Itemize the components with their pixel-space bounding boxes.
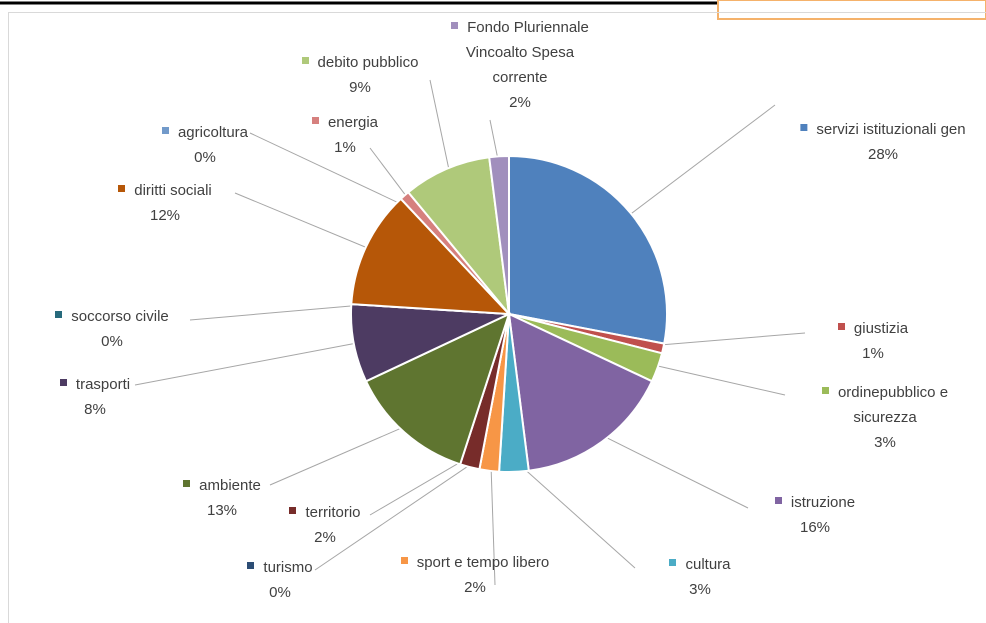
leader-line xyxy=(429,79,452,181)
data-label: cultura 3% xyxy=(640,552,760,602)
category-label: trasporti xyxy=(75,376,131,393)
legend-key xyxy=(837,323,845,330)
data-label: soccorso civile 0% xyxy=(42,304,182,354)
value-label: 2% xyxy=(509,94,531,111)
leader-line xyxy=(249,132,410,209)
pie-slice xyxy=(350,197,512,316)
leader-line xyxy=(620,104,776,222)
value-label: 8% xyxy=(84,401,106,418)
value-label: 0% xyxy=(269,584,291,601)
pie-slice xyxy=(488,154,510,315)
data-label: ordinepubblico e sicurezza 3% xyxy=(800,380,970,455)
category-label: giustizia xyxy=(853,320,909,337)
legend-key xyxy=(774,497,782,504)
category-label: debito pubblico xyxy=(317,54,419,71)
legend-key xyxy=(311,117,319,124)
leader-line xyxy=(134,340,367,386)
leader-line xyxy=(645,362,786,396)
leader-line xyxy=(269,422,414,486)
leader-line xyxy=(369,454,474,516)
category-label: energia xyxy=(327,114,379,131)
value-label: 13% xyxy=(206,502,238,519)
cell-box xyxy=(717,0,986,20)
value-label: 2% xyxy=(314,529,336,546)
category-label: diritti sociali xyxy=(134,182,212,199)
data-label: sport e tempo libero 2% xyxy=(375,550,575,600)
legend-key xyxy=(800,124,808,131)
pie-slice xyxy=(507,312,654,472)
legend-key xyxy=(183,480,191,487)
pie-slice xyxy=(508,154,668,345)
data-label: territorio 2% xyxy=(265,500,385,550)
legend-key xyxy=(301,57,309,64)
value-label: 9% xyxy=(349,79,371,96)
category-label: soccorso civile xyxy=(71,308,169,325)
legend-key xyxy=(118,185,126,192)
legend-key xyxy=(451,22,459,29)
data-label: servizi istituzionali gen 28% xyxy=(800,117,966,167)
legend-key xyxy=(400,557,408,564)
data-label: istruzione 16% xyxy=(755,490,875,540)
value-label: 16% xyxy=(799,519,831,536)
category-label: territorio xyxy=(305,504,361,521)
data-label: Fondo Pluriennale Vincoalto Spesa corren… xyxy=(445,15,595,115)
chart-border xyxy=(8,12,986,623)
leader-line xyxy=(490,458,496,586)
value-label: 0% xyxy=(101,333,123,350)
value-label: 2% xyxy=(464,579,486,596)
pie-slice xyxy=(406,156,511,318)
data-label: debito pubblico 9% xyxy=(280,50,440,100)
value-label: 1% xyxy=(334,139,356,156)
data-label: ambiente 13% xyxy=(162,473,282,523)
category-label: Fondo Pluriennale Vincoalto Spesa corren… xyxy=(465,19,589,86)
data-label: energia 1% xyxy=(285,110,405,160)
data-label: turismo 0% xyxy=(220,555,340,605)
data-label: giustizia 1% xyxy=(813,316,933,366)
data-label: trasporti 8% xyxy=(35,372,155,422)
leader-line xyxy=(234,192,378,253)
category-label: istruzione xyxy=(790,494,856,511)
category-label: servizi istituzionali gen xyxy=(816,121,966,138)
data-label: diritti sociali 12% xyxy=(95,178,235,228)
legend-key xyxy=(289,507,297,514)
legend-key xyxy=(161,127,169,134)
leader-line xyxy=(314,456,483,571)
legend-key xyxy=(55,311,63,318)
leader-line xyxy=(594,431,749,509)
leader-line xyxy=(189,304,364,321)
legend-key xyxy=(59,379,67,386)
pie-slice xyxy=(364,312,511,466)
legend-key xyxy=(669,559,677,566)
value-label: 0% xyxy=(194,149,216,166)
value-label: 12% xyxy=(149,207,181,224)
category-label: agricoltura xyxy=(177,124,249,141)
category-label: ordinepubblico e sicurezza xyxy=(837,384,949,426)
value-label: 1% xyxy=(862,345,884,362)
category-label: cultura xyxy=(685,556,731,573)
legend-key xyxy=(247,562,255,569)
category-label: turismo xyxy=(263,559,313,576)
value-label: 28% xyxy=(867,146,899,163)
category-label: sport e tempo libero xyxy=(416,554,550,571)
leader-line xyxy=(650,332,806,347)
data-label: agricoltura 0% xyxy=(135,120,275,170)
legend-key xyxy=(821,387,829,394)
value-label: 3% xyxy=(689,581,711,598)
value-label: 3% xyxy=(874,434,896,451)
leader-line xyxy=(513,458,636,569)
category-label: ambiente xyxy=(199,477,261,494)
